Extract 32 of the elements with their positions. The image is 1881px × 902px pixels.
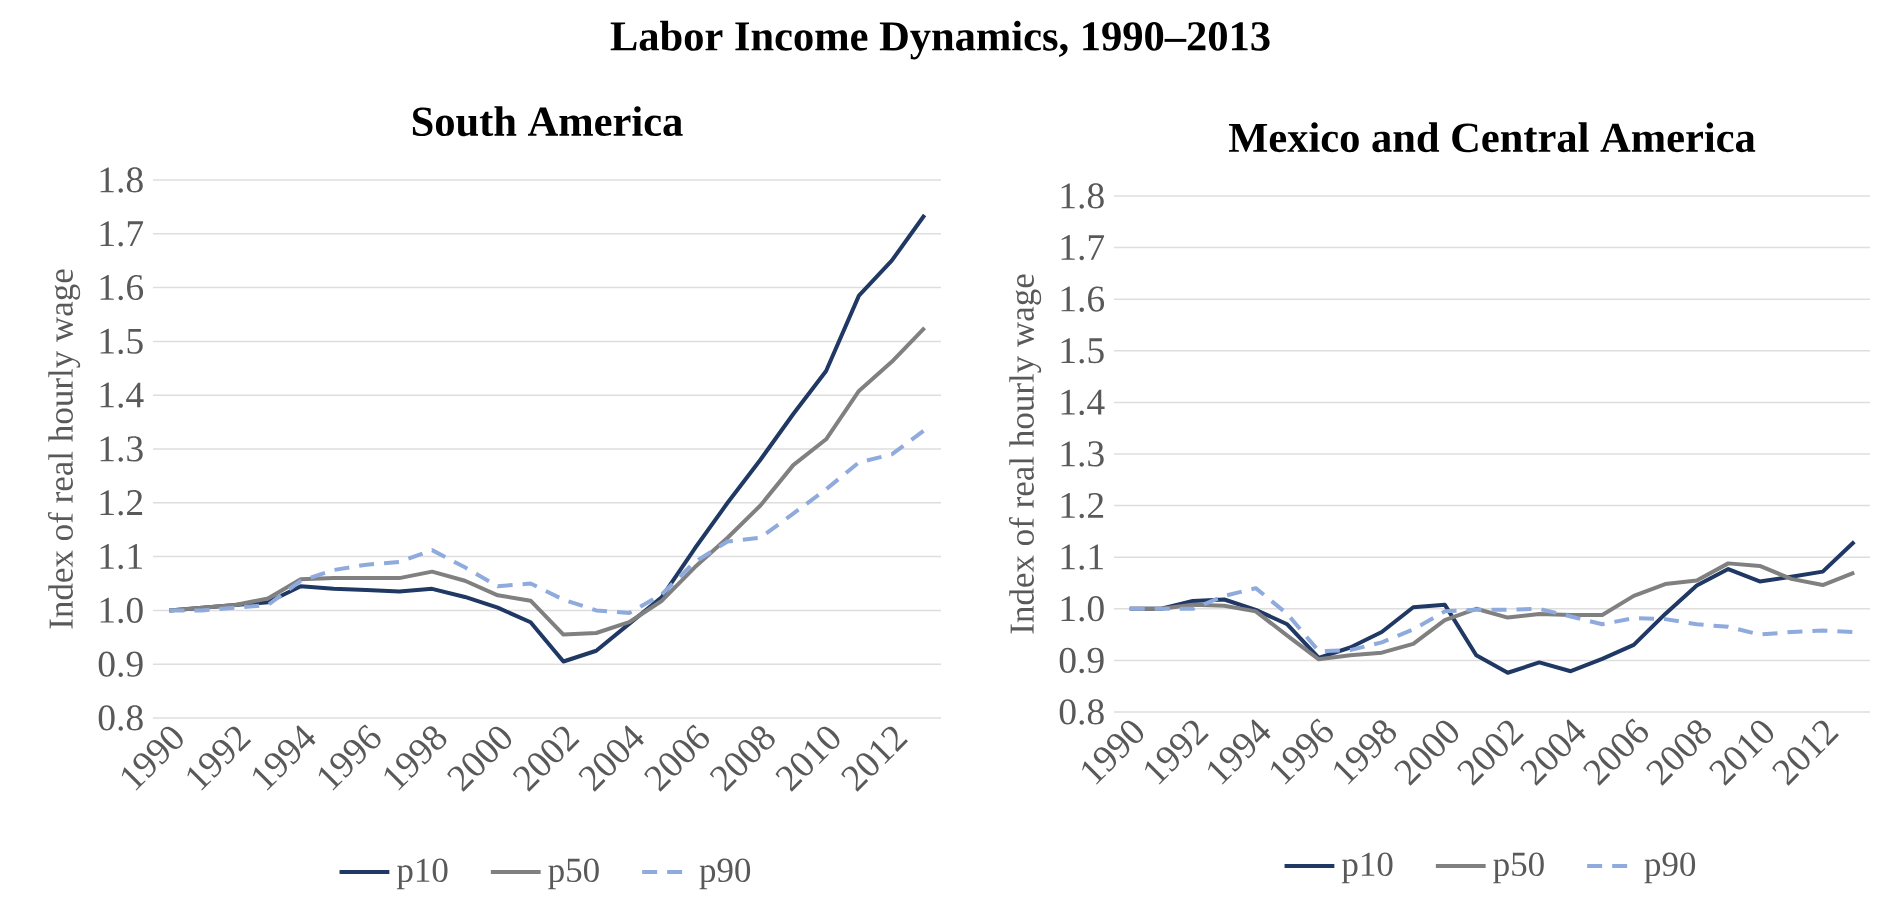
line-series: [167, 428, 927, 616]
y-tick-label: 1.3: [100, 436, 143, 462]
y-tick-label: 1.3: [1061, 441, 1104, 467]
y-axis-title: Index of real hourly wage: [47, 269, 81, 629]
y-tick-label: 1.1: [1061, 544, 1103, 570]
y-tick-label: 1.7: [1061, 234, 1105, 261]
y-tick-label: 1.6: [1061, 286, 1105, 312]
y-tick-label: 1.4: [1061, 389, 1105, 416]
y-tick-label: 0.9: [1059, 647, 1104, 674]
y-tick-label: 1.1: [100, 543, 142, 570]
y-tick-label: 1.8: [100, 167, 143, 193]
y-tick-label: 1.0: [1061, 596, 1104, 622]
y-tick-label: 1.5: [1061, 338, 1104, 364]
legend-label: p90: [699, 858, 751, 890]
y-tick-label: 1.4: [100, 382, 144, 408]
chart-title: South America: [412, 106, 683, 137]
y-tick-label: 1.5: [100, 328, 143, 355]
legend-label: p50: [1493, 852, 1544, 884]
y-tick-label: 1.2: [100, 490, 143, 516]
y-tick-label: 1.2: [1061, 492, 1104, 519]
legend-label: p90: [1644, 852, 1696, 884]
y-tick-label: 0.9: [98, 651, 143, 677]
y-tick-label: 1.7: [100, 221, 144, 247]
legend-label: p10: [396, 858, 448, 890]
text: Labor Income Dynamics, 1990–2013: [610, 20, 1270, 60]
y-tick-label: 1.8: [1061, 183, 1104, 209]
y-axis-title: Index of real hourly wage: [1008, 274, 1042, 634]
y-tick-label: 1.0: [100, 597, 143, 624]
y-tick-label: 1.6: [100, 274, 144, 301]
legend-label: p50: [548, 858, 599, 890]
chart-title: Mexico and Central America: [1228, 122, 1756, 153]
legend-label: p10: [1341, 852, 1393, 884]
